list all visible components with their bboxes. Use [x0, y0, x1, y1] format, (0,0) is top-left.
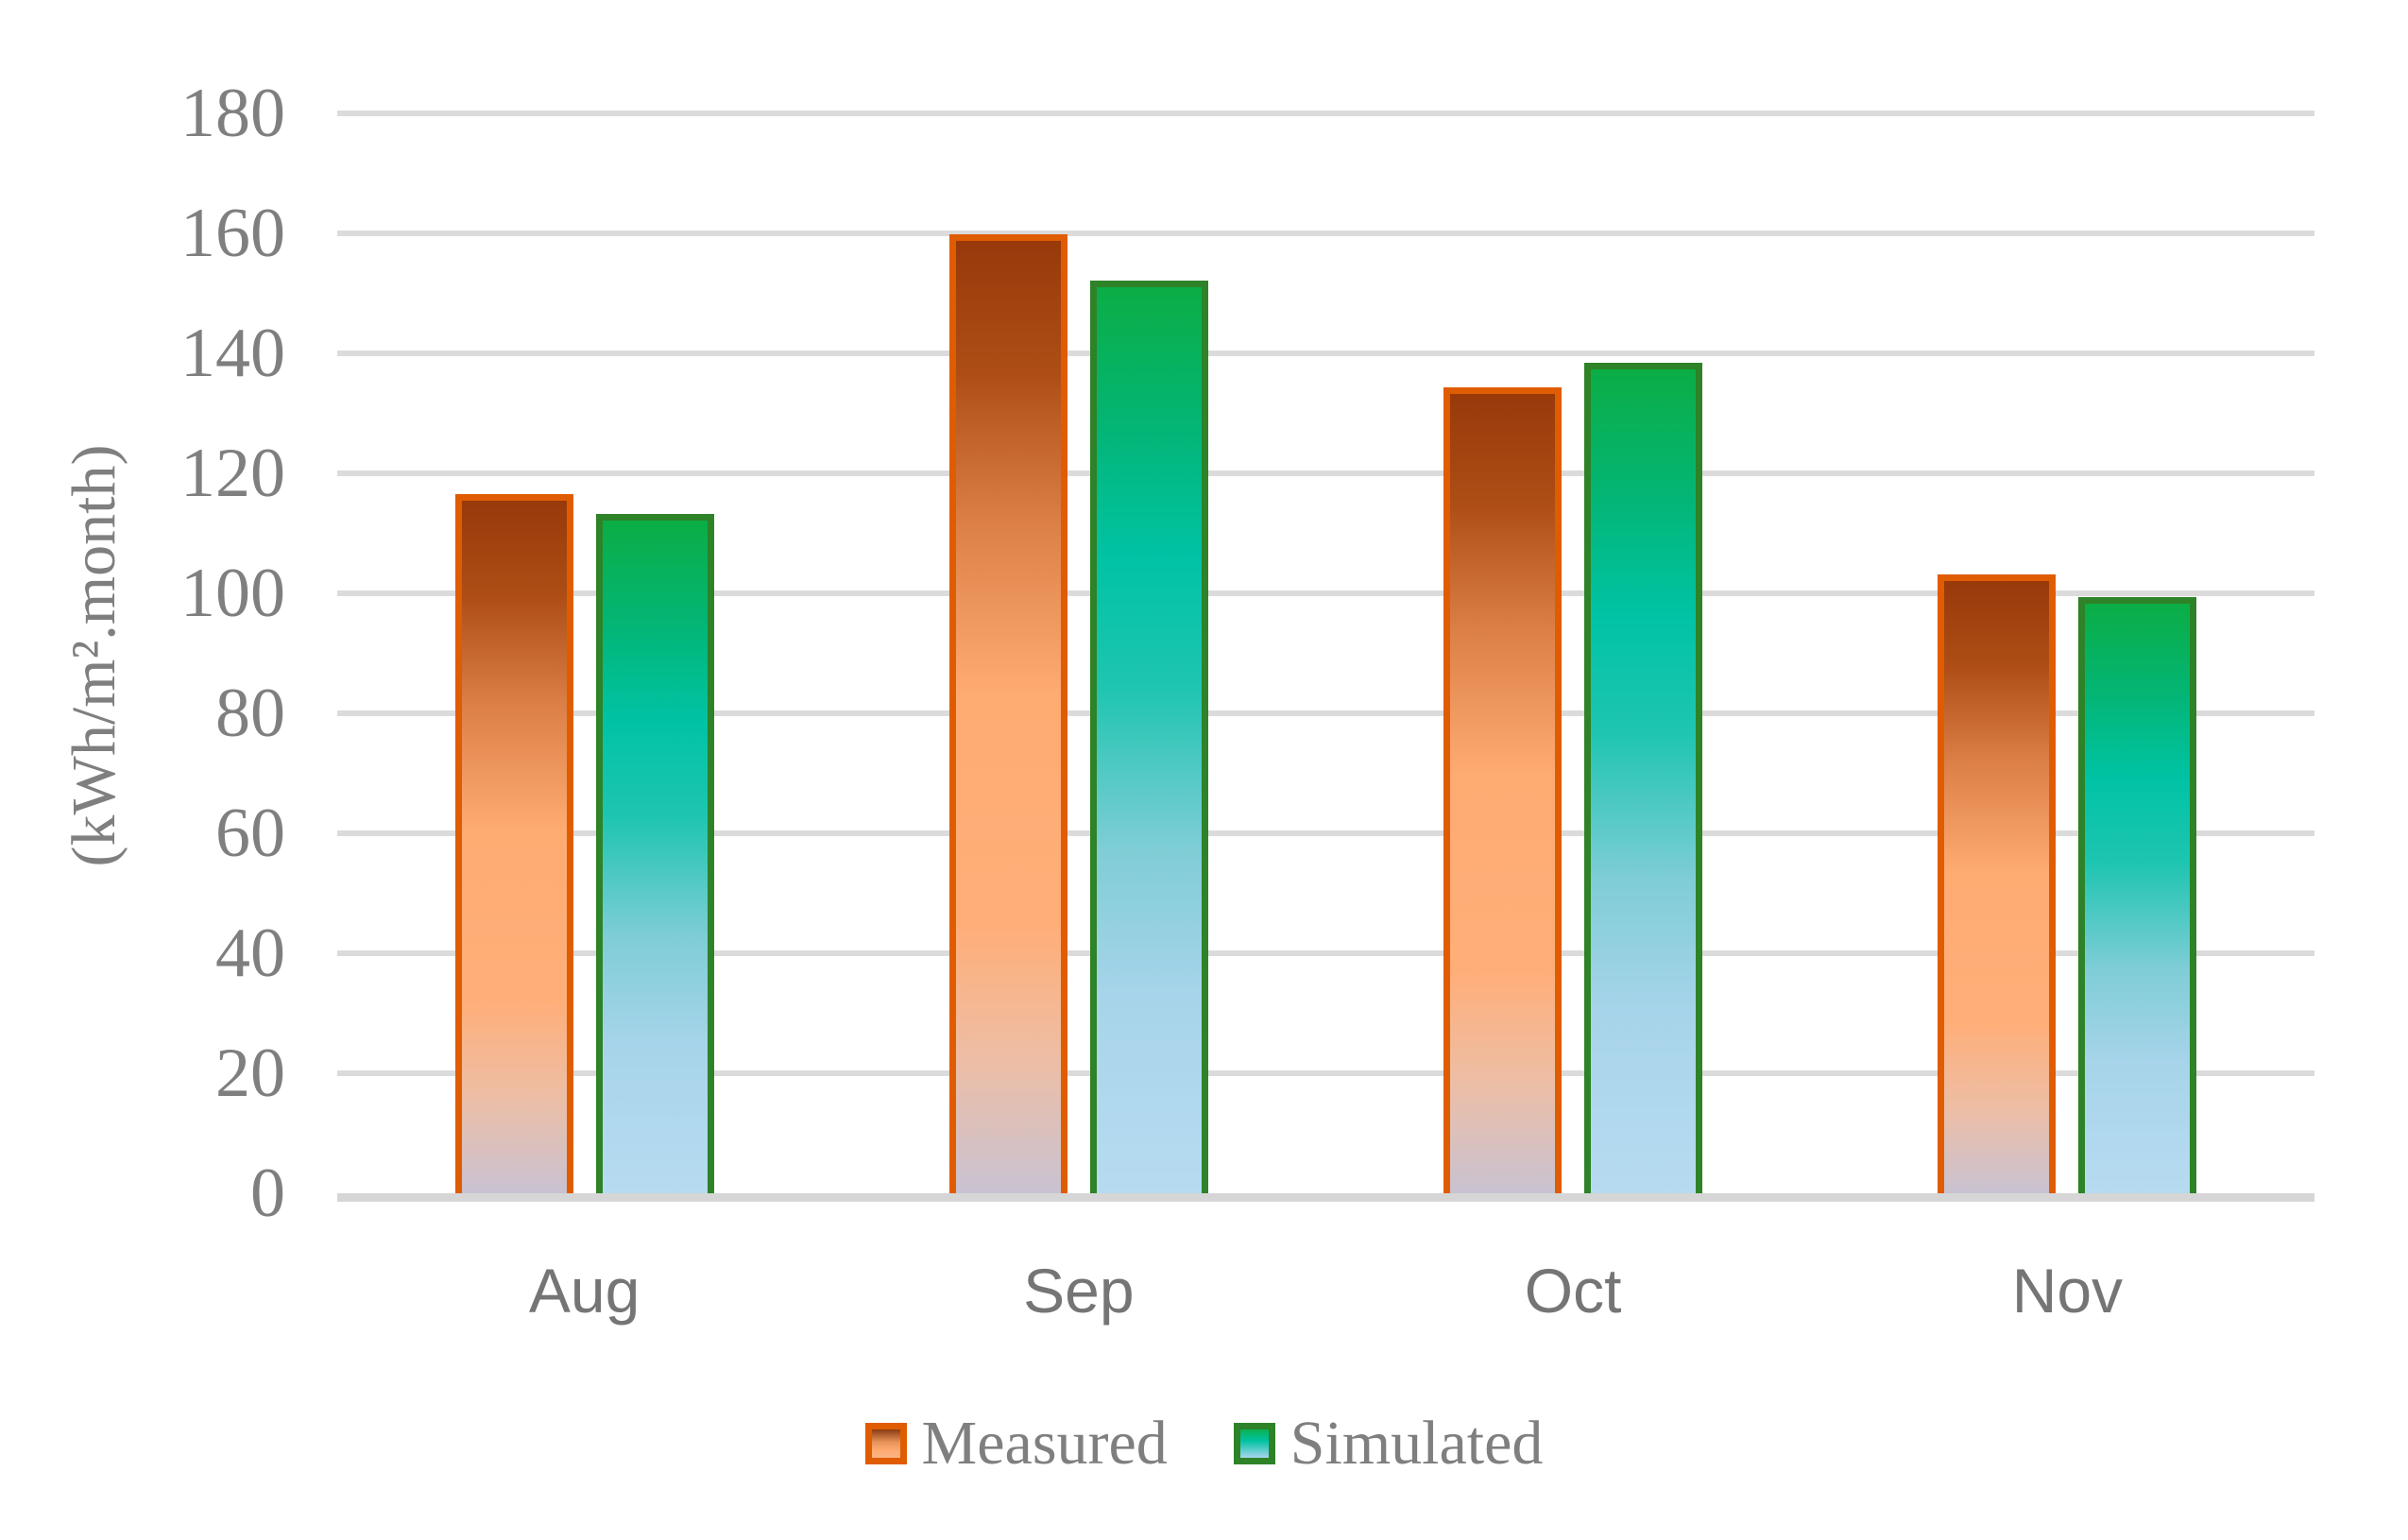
y-axis-title: (kWh/m².month)	[60, 444, 128, 867]
gridline	[337, 471, 2314, 476]
gridline	[337, 351, 2314, 356]
x-axis-line	[337, 1193, 2314, 1202]
bar-simulated-oct	[1584, 363, 1703, 1193]
y-tick-label: 20	[215, 1035, 285, 1112]
legend-label-simulated: Simulated	[1289, 1409, 1544, 1478]
y-tick-label: 80	[215, 675, 285, 752]
bar-measured-oct	[1443, 387, 1563, 1193]
gridline	[337, 710, 2314, 716]
bar-simulated-nov	[2078, 597, 2197, 1193]
y-tick-label: 140	[180, 315, 285, 392]
y-tick-label: 0	[250, 1155, 285, 1232]
bar-measured-nov	[1938, 574, 2057, 1193]
x-axis-label: Sep	[1023, 1256, 1135, 1326]
legend-item-simulated: Simulated	[1233, 1408, 1544, 1480]
gridline	[337, 231, 2314, 236]
bar-measured-sep	[948, 234, 1067, 1193]
bar-measured-aug	[454, 494, 573, 1193]
y-tick-label: 120	[180, 435, 285, 512]
gridline	[337, 111, 2314, 116]
legend-label-measured: Measured	[921, 1409, 1168, 1478]
plot-area	[337, 111, 2314, 1193]
bar-simulated-aug	[595, 514, 714, 1193]
legend-swatch-measured	[864, 1423, 907, 1464]
x-axis-label: Nov	[2011, 1256, 2124, 1326]
bar-simulated-sep	[1089, 281, 1208, 1193]
y-tick-label: 160	[180, 195, 285, 272]
gridline	[337, 590, 2314, 596]
legend-swatch-simulated	[1233, 1423, 1275, 1464]
gridline	[337, 1070, 2314, 1076]
gridline	[337, 830, 2314, 836]
legend: Measured Simulated	[0, 1406, 2408, 1481]
x-axis-label: Oct	[1524, 1256, 1622, 1326]
x-axis-label: Aug	[528, 1256, 640, 1326]
y-tick-label: 180	[180, 75, 285, 152]
y-tick-label: 100	[180, 555, 285, 632]
y-tick-label: 40	[215, 915, 285, 992]
y-tick-label: 60	[215, 795, 285, 872]
legend-item-measured: Measured	[864, 1408, 1168, 1480]
gridline	[337, 950, 2314, 956]
